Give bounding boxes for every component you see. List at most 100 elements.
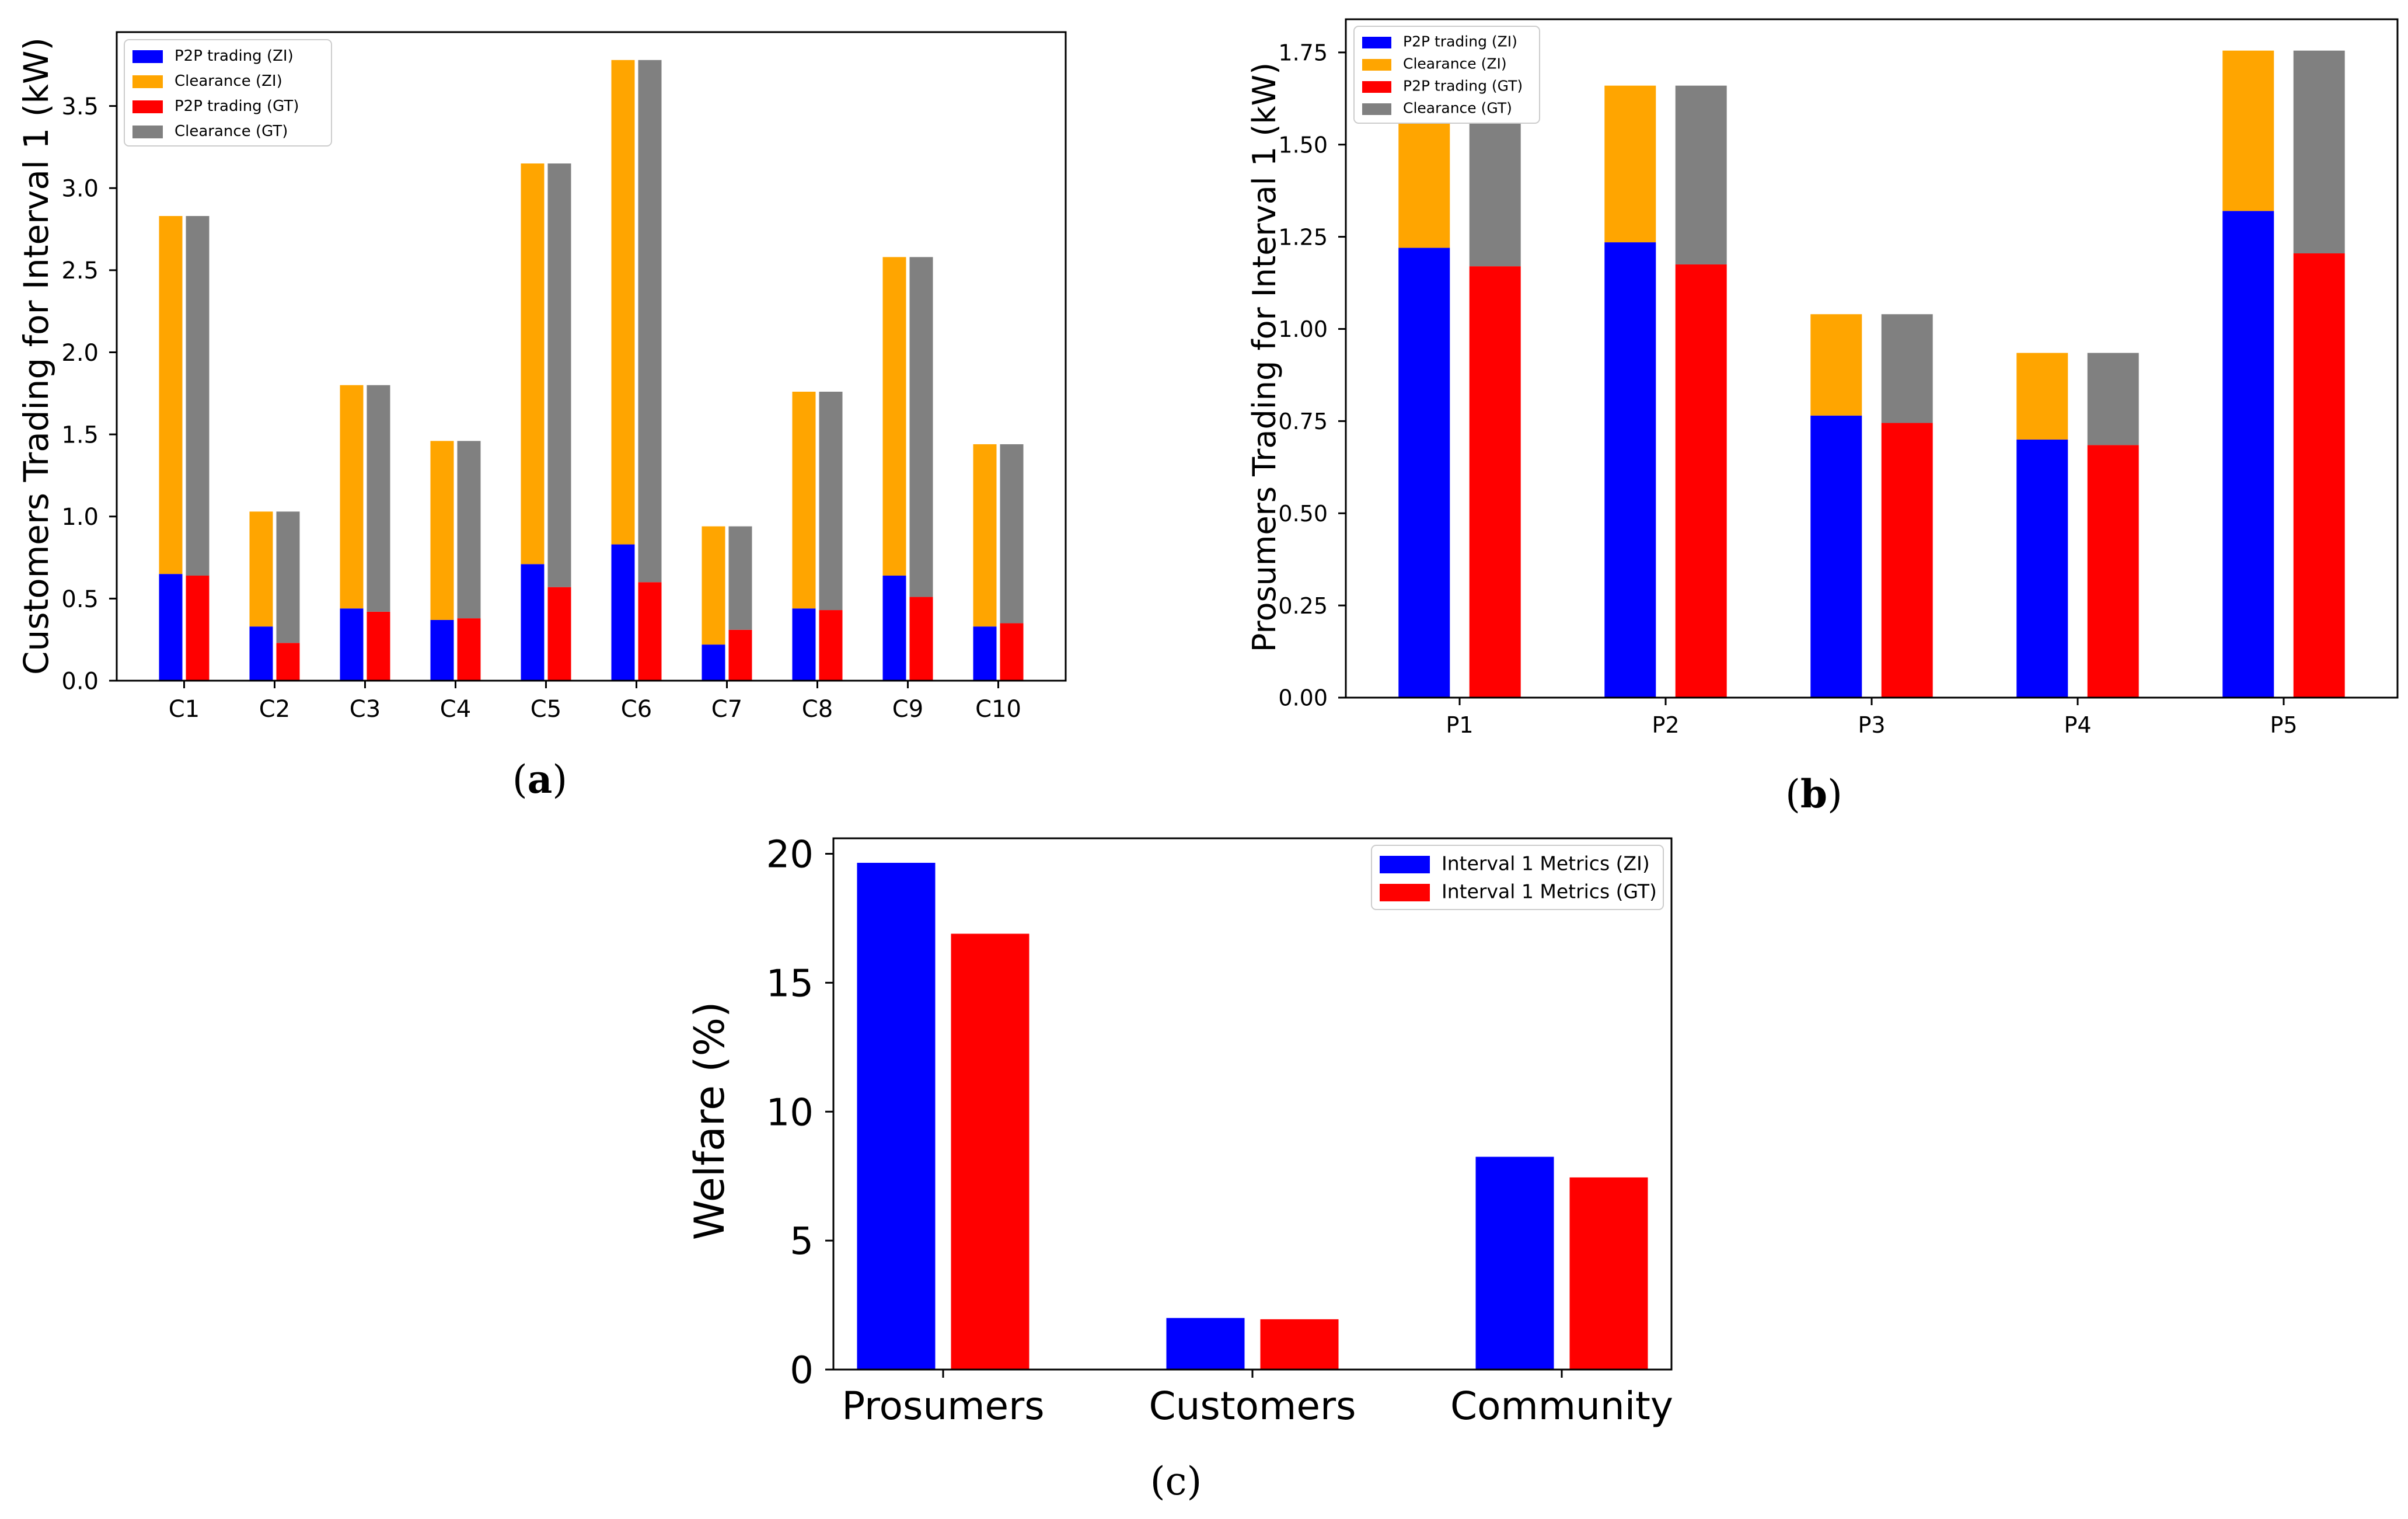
panel-b-bar-p3-clearance-gt (1881, 314, 1933, 423)
panel-c-bar-community-gt (1569, 1177, 1648, 1370)
panel-a-bar-c4-clearance-gt (457, 441, 481, 619)
panel-b-bar-p4-p2p-zi (2016, 439, 2068, 698)
panel-c-bars (857, 862, 1648, 1370)
panel-a-x-tick-label-c3: C3 (350, 696, 381, 723)
panel-b-caption-letter: b (1800, 771, 1827, 817)
panel-a-bar-c8-p2p-zi (792, 608, 816, 681)
panel-a-y-axis-label: Customers Trading for Interval 1 (kW) (16, 37, 56, 675)
panel-a-y-tick-label: 1.5 (61, 422, 99, 449)
panel-c-legend-swatch-interval-1-metrics-gt (1380, 884, 1430, 901)
panel-a-legend-swatch-clearance-zi (132, 75, 163, 88)
panel-a-bar-c6-clearance-zi (611, 60, 635, 545)
panel-a-bar-c10-p2p-zi (973, 626, 997, 681)
panel-a-bar-c5-clearance-gt (547, 163, 571, 587)
panel-b-x-tick-label-p3: P3 (1858, 712, 1885, 738)
panel-a-bar-c9-p2p-zi (882, 575, 906, 681)
panel-b-bar-p5-p2p-zi (2222, 211, 2274, 698)
panel-a-x-tick-label-c6: C6 (621, 696, 652, 723)
panel-a-bar-c4-clearance-zi (430, 441, 454, 620)
panel-b-legend-swatch-clearance-gt (1362, 103, 1391, 115)
panel-a-y-tick-label: 2.5 (61, 257, 99, 284)
panel-a-bar-c5-p2p-gt (547, 587, 571, 681)
panel-a-bar-c9-clearance-gt (909, 257, 933, 597)
panel-c-bar-prosumers-zi (857, 862, 936, 1370)
panel-b-bar-p1-p2p-zi (1398, 248, 1450, 698)
panel-b-y-tick-label: 0.75 (1278, 409, 1328, 434)
panel-b-y-tick-label: 1.50 (1278, 132, 1328, 158)
panel-a-bar-c1-p2p-gt (186, 575, 210, 681)
panel-a-bar-c7-p2p-gt (728, 629, 752, 681)
panel-b-legend-label-clearance-gt: Clearance (GT) (1403, 99, 1512, 116)
panel-c-legend-box (1371, 845, 1664, 910)
panel-a-bar-c5-clearance-zi (521, 163, 545, 565)
panel-a-bar-c3-p2p-gt (367, 611, 390, 681)
panel-c-bar-customers-gt (1260, 1319, 1339, 1370)
panel-a-caption: (a) (512, 757, 567, 802)
panel-b-bar-p2-p2p-gt (1675, 264, 1727, 698)
panel-a-y-tick-label: 0.0 (61, 668, 99, 695)
panel-b-legend: P2P trading (ZI) Clearance (ZI) P2P tradin… (1353, 26, 1540, 124)
panel-c-legend-swatch-interval-1-metrics-zi (1380, 856, 1430, 873)
panel-a-bar-c10-p2p-gt (1000, 623, 1024, 681)
panel-a-legend-label-clearance-gt: Clearance (GT) (175, 123, 288, 140)
panel-a-x-tick-label-c5: C5 (531, 696, 561, 723)
panel-c-x-tick-label-prosumers: Prosumers (842, 1384, 1044, 1429)
panel-a-bar-c3-clearance-gt (367, 385, 390, 612)
panel-a-y-tick-label: 2.0 (61, 340, 99, 367)
panel-b-y-axis-label: Prosumers Trading for Interval 1 (kW) (1246, 62, 1283, 652)
panel-c-welfare-chart: Welfare (%) 0 5 10 15 20 Prosumers Customers Co… (686, 834, 1673, 1504)
panel-b-x-tick-label-p4: P4 (2064, 712, 2091, 738)
panel-a-bar-c7-clearance-zi (702, 526, 725, 645)
panel-a-bar-c1-p2p-zi (159, 574, 183, 681)
panel-a-y-tick-label: 0.5 (61, 586, 99, 613)
panel-a-legend-label-p2p-trading-gt: P2P trading (GT) (175, 97, 299, 115)
panel-a-caption-letter: a (528, 757, 553, 802)
panel-a-bars (159, 60, 1024, 681)
panel-a-bar-c9-clearance-zi (882, 257, 906, 576)
panel-a-legend-swatch-p2p-trading-gt (132, 100, 163, 113)
panel-b-bar-p1-clearance-zi (1398, 100, 1450, 248)
panel-b-bar-p2-clearance-gt (1675, 85, 1727, 264)
panel-c-x-tick-label-customers: Customers (1149, 1384, 1356, 1429)
panel-a-bar-c2-p2p-zi (249, 626, 273, 681)
panel-b-caption: (b) (1785, 771, 1842, 817)
panel-b-bar-p3-clearance-zi (1810, 314, 1862, 416)
panel-a-y-tick-label: 3.0 (61, 176, 99, 203)
panel-c-legend-label-interval-1-metrics-gt: Interval 1 Metrics (GT) (1442, 880, 1657, 903)
panel-b-bar-p3-p2p-zi (1810, 415, 1862, 698)
panel-a-bar-c7-clearance-gt (728, 526, 752, 630)
panel-a-legend-swatch-p2p-trading-zi (132, 50, 163, 63)
panel-b-legend-swatch-p2p-trading-gt (1362, 81, 1391, 93)
panel-b-legend-swatch-clearance-zi (1362, 59, 1391, 71)
panel-c-bar-customers-zi (1166, 1318, 1245, 1370)
panel-a-bar-c10-clearance-zi (973, 444, 997, 627)
panel-a-x-tick-label-c9: C9 (892, 696, 923, 723)
panel-c-y-tick-label: 0 (790, 1349, 814, 1392)
panel-b-y-tick-label: 1.25 (1278, 224, 1328, 250)
panel-a-bar-c6-clearance-gt (638, 60, 662, 583)
panel-b-y-tick-label: 0.25 (1278, 593, 1328, 619)
panel-a-x-tick-label-c7: C7 (711, 696, 742, 723)
panel-b-bar-p5-clearance-zi (2222, 50, 2274, 211)
panel-b-bar-p3-p2p-gt (1881, 423, 1933, 698)
panel-a-bar-c2-clearance-zi (249, 511, 273, 627)
panel-b-y-tick-label: 1.75 (1278, 40, 1328, 66)
panel-a-bar-c3-p2p-zi (340, 608, 364, 681)
panel-b-prosumers-chart: Prosumers Trading for Interval 1 (kW) 0.… (1246, 18, 2399, 817)
panel-b-bar-p1-p2p-gt (1469, 266, 1521, 698)
panel-b-bar-p4-clearance-gt (2087, 353, 2139, 445)
panel-b-bar-p4-p2p-gt (2087, 445, 2139, 698)
panel-a-bar-c4-p2p-gt (457, 618, 481, 681)
panel-a-legend-label-clearance-zi: Clearance (ZI) (175, 72, 282, 90)
panel-b-legend-label-p2p-trading-gt: P2P trading (GT) (1403, 77, 1523, 94)
panel-b-y-tick-label: 0.50 (1278, 501, 1328, 527)
panel-b-legend-label-p2p-trading-zi: P2P trading (ZI) (1403, 33, 1517, 50)
panel-b-bar-p1-clearance-gt (1469, 100, 1521, 267)
panel-a-bar-c10-clearance-gt (1000, 444, 1024, 623)
panel-a-x-tick-label-c4: C4 (440, 696, 471, 723)
panel-a-legend-box (124, 39, 332, 147)
panel-c-y-tick-label: 20 (766, 834, 814, 877)
panel-a-customers-chart: Customers Trading for Interval 1 (kW) 0.… (16, 31, 1067, 802)
panel-a-bar-c8-clearance-zi (792, 391, 816, 609)
panel-a-bar-c3-clearance-zi (340, 385, 364, 609)
